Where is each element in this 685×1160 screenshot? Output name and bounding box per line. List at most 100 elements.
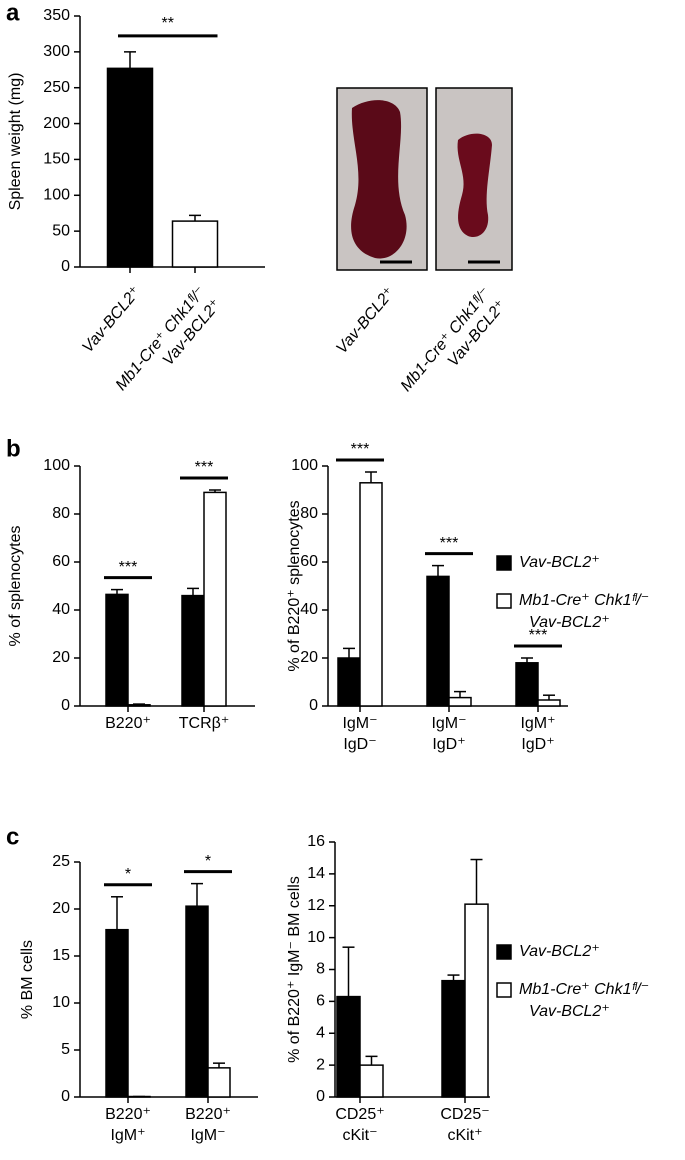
error-bar <box>342 946 355 997</box>
category-label: IgD⁻ <box>343 736 376 753</box>
y-tick-label: 25 <box>52 853 70 870</box>
legend-swatch <box>496 982 512 998</box>
bar <box>105 928 129 1098</box>
error-bar <box>187 587 199 596</box>
y-tick-label: 250 <box>43 79 70 96</box>
error-bar <box>454 690 466 698</box>
bar <box>185 905 209 1098</box>
significance-label: * <box>205 853 211 870</box>
y-tick-label: 80 <box>52 505 70 522</box>
category-label: cKit⁺ <box>447 1127 482 1144</box>
y-tick-label: 150 <box>43 151 70 168</box>
bar <box>181 594 205 707</box>
y-tick-label: 60 <box>300 553 318 570</box>
category-label: B220⁺ <box>185 1106 231 1123</box>
y-tick-label: 0 <box>61 697 70 714</box>
y-tick-label: 50 <box>52 222 70 239</box>
legend-label: Vav-BCL2⁺ <box>519 554 600 571</box>
bar <box>336 995 361 1098</box>
panel-letter: a <box>6 0 20 26</box>
rotated-label: Mb1-Cre⁺ Chk1ᶠˡ/⁻Vav-BCL2⁺ <box>398 284 510 395</box>
category-label: CD25⁺ <box>335 1106 384 1123</box>
y-tick-label: 15 <box>52 947 70 964</box>
y-tick-label: 12 <box>307 897 325 914</box>
significance-label: *** <box>440 535 459 552</box>
y-axis-label: % of B220⁺ splenocytes <box>286 500 303 671</box>
category-label: CD25⁻ <box>440 1106 489 1123</box>
y-tick-label: 16 <box>307 833 325 850</box>
significance-label: * <box>125 866 131 883</box>
y-tick-label: 6 <box>316 993 325 1010</box>
y-tick-label: 100 <box>43 457 70 474</box>
category-label: IgD⁺ <box>521 736 554 753</box>
bar <box>106 67 154 268</box>
bar <box>359 482 383 707</box>
significance-label: *** <box>529 627 548 644</box>
bar <box>515 662 539 707</box>
y-tick-label: 60 <box>52 553 70 570</box>
y-tick-label: 200 <box>43 115 70 132</box>
y-tick-label: 0 <box>316 1088 325 1105</box>
y-tick-label: 0 <box>61 1088 70 1105</box>
panel-letter: c <box>6 823 19 850</box>
y-tick-label: 4 <box>316 1024 325 1041</box>
category-label: cKit⁻ <box>342 1127 377 1144</box>
bar <box>127 704 151 707</box>
y-tick-label: 8 <box>316 961 325 978</box>
category-label: IgM⁺ <box>110 1127 145 1144</box>
error-bar <box>189 214 201 222</box>
error-bar <box>432 564 444 577</box>
error-bar <box>521 657 533 663</box>
y-tick-label: 0 <box>309 697 318 714</box>
error-bar <box>343 647 355 658</box>
bar <box>441 979 466 1098</box>
bar <box>203 491 227 707</box>
bar <box>171 220 219 268</box>
error-bar <box>447 974 460 981</box>
y-tick-label: 5 <box>61 1041 70 1058</box>
bar <box>537 699 561 707</box>
bar <box>337 657 361 707</box>
y-tick-label: 0 <box>61 258 70 275</box>
bar <box>359 1064 384 1098</box>
legend-label: Vav-BCL2⁺ <box>519 943 600 960</box>
category-label: IgM⁻ <box>431 715 466 732</box>
significance-label: *** <box>195 459 214 476</box>
error-bar <box>133 703 145 705</box>
error-bar <box>191 882 203 907</box>
y-tick-label: 40 <box>52 601 70 618</box>
error-bar <box>213 1062 225 1068</box>
category-label: IgM⁻ <box>342 715 377 732</box>
y-tick-label: 80 <box>300 505 318 522</box>
legend-swatch <box>496 555 512 571</box>
legend-label: Vav-BCL2⁺ <box>529 614 610 631</box>
error-bar <box>111 896 123 930</box>
legend-swatch <box>496 593 512 609</box>
significance-label: ** <box>162 15 174 32</box>
rotated-label: Vav-BCL2⁺ <box>333 284 398 357</box>
y-tick-label: 300 <box>43 43 70 60</box>
y-tick-label: 350 <box>43 7 70 24</box>
bar <box>207 1067 231 1098</box>
rotated-label: Vav-BCL2⁺ <box>79 283 144 356</box>
category-label: IgD⁺ <box>432 736 465 753</box>
error-bar <box>543 694 555 700</box>
y-axis-label: % of B220⁺ IgM⁻ BM cells <box>286 876 303 1063</box>
significance-label: *** <box>351 441 370 458</box>
y-tick-label: 20 <box>52 649 70 666</box>
legend-label: Mb1-Cre⁺ Chk1ᶠˡ/⁻ <box>519 592 649 609</box>
y-tick-label: 40 <box>300 601 318 618</box>
error-bar <box>124 51 136 69</box>
legend-label: Mb1-Cre⁺ Chk1ᶠˡ/⁻ <box>519 981 649 998</box>
bar <box>105 593 129 707</box>
photo-2 <box>435 87 513 271</box>
bar <box>448 696 472 707</box>
y-tick-label: 100 <box>43 187 70 204</box>
error-bar <box>365 1055 378 1066</box>
error-bar <box>209 489 221 493</box>
photo-1 <box>336 87 428 271</box>
bar <box>464 903 489 1098</box>
category-label: Vav-BCL2⁺ <box>333 284 398 357</box>
category-label: Vav-BCL2⁺ <box>79 283 144 356</box>
y-axis-label: % of splenocytes <box>7 526 24 647</box>
